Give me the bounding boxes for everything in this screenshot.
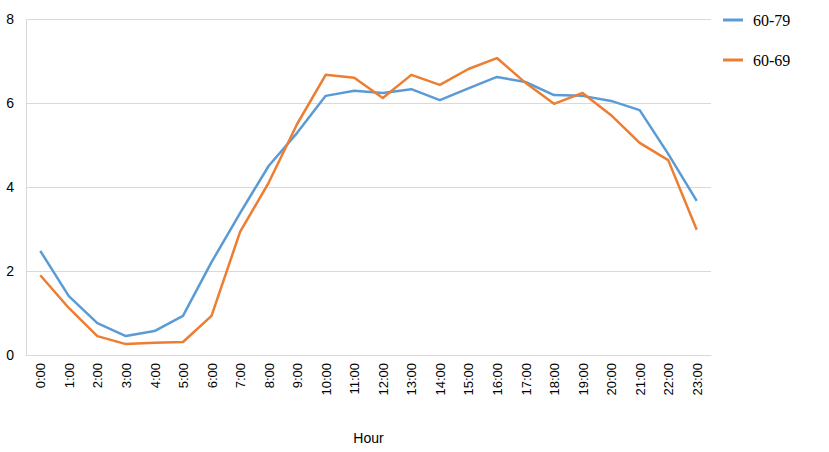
grid-line: [26, 103, 711, 104]
x-tick: 2:00: [90, 355, 105, 388]
x-tick: 18:00: [547, 355, 562, 396]
x-tick: 23:00: [690, 355, 705, 396]
x-tick-label: 16:00: [490, 363, 505, 396]
x-tick: 21:00: [633, 355, 648, 396]
x-tick-label: 9:00: [290, 363, 305, 388]
x-tick: 14:00: [433, 355, 448, 396]
x-tick-label: 15:00: [461, 363, 476, 396]
x-tick-label: 0:00: [33, 363, 48, 388]
legend-label: 60-69: [753, 52, 790, 69]
x-tick-label: 17:00: [519, 363, 534, 396]
x-tick: 22:00: [661, 355, 676, 396]
legend: 60-79 60-69: [723, 12, 790, 69]
x-tick-label: 11:00: [347, 363, 362, 395]
x-tick: 0:00: [33, 355, 48, 388]
x-tick-label: 12:00: [376, 363, 391, 396]
x-tick-label: 14:00: [433, 363, 448, 396]
x-tick: 5:00: [176, 355, 191, 388]
x-tick: 16:00: [490, 355, 505, 396]
chart: 0 2 4 6 8 0:00 1:00 2:00 3:00 4:00 5:00 6:00 7:00 8:0…: [0, 0, 829, 452]
legend-item: 60-79: [723, 12, 790, 29]
x-tick-label: 7:00: [233, 363, 248, 388]
grid-line: [26, 187, 711, 188]
y-axis: 0 2 4 6 8: [6, 11, 711, 363]
x-axis-title: Hour: [353, 430, 384, 446]
x-tick: 3:00: [119, 355, 134, 388]
x-tick: 1:00: [62, 355, 77, 388]
x-tick: 9:00: [290, 355, 305, 388]
x-tick: 4:00: [147, 355, 162, 388]
series-line: [40, 58, 696, 344]
x-tick-label: 18:00: [547, 363, 562, 396]
x-tick-label: 13:00: [404, 363, 419, 396]
x-tick-label: 20:00: [604, 363, 619, 396]
grid-line: [26, 19, 711, 20]
x-axis: 0:00 1:00 2:00 3:00 4:00 5:00 6:00 7:00 8:00 9:00…: [27, 355, 712, 396]
x-tick: 8:00: [262, 355, 277, 388]
x-tick-label: 3:00: [119, 363, 134, 388]
x-tick: 20:00: [604, 355, 619, 396]
x-tick: 10:00: [319, 355, 334, 396]
x-tick-label: 23:00: [690, 363, 705, 396]
x-tick: 7:00: [233, 355, 248, 388]
y-tick-label: 8: [6, 11, 14, 27]
x-tick: 13:00: [404, 355, 419, 396]
x-tick-label: 2:00: [90, 363, 105, 388]
x-tick-label: 5:00: [176, 363, 191, 388]
x-tick-label: 19:00: [576, 363, 591, 396]
x-tick: 6:00: [205, 355, 220, 388]
x-tick-label: 6:00: [205, 363, 220, 388]
x-tick: 17:00: [519, 355, 534, 396]
y-tick-label: 0: [6, 347, 14, 363]
series-line: [40, 77, 696, 336]
plot: 0 2 4 6 8 0:00 1:00 2:00 3:00 4:00 5:00 6:00 7:00 8:0…: [6, 11, 711, 396]
y-axis-line: [27, 20, 712, 356]
x-tick: 12:00: [376, 355, 391, 396]
legend-label: 60-79: [753, 12, 790, 29]
legend-swatch: [723, 19, 743, 22]
x-tick: 15:00: [461, 355, 476, 396]
y-tick-label: 4: [6, 179, 14, 195]
y-tick: 8: [6, 11, 711, 27]
x-tick: 19:00: [576, 355, 591, 396]
x-tick-label: 21:00: [633, 363, 648, 396]
x-tick-label: 22:00: [661, 363, 676, 396]
y-tick: 4: [6, 179, 711, 195]
grid-line: [26, 271, 711, 272]
grid-line: [26, 355, 711, 356]
legend-swatch: [723, 59, 743, 62]
x-axis-line: [27, 355, 712, 356]
x-tick-label: 8:00: [262, 363, 277, 388]
lines: [40, 58, 696, 344]
y-tick-label: 2: [6, 263, 14, 279]
x-tick-label: 1:00: [62, 363, 77, 388]
y-tick: 2: [6, 263, 711, 279]
y-tick-label: 6: [6, 95, 14, 111]
x-tick: 11:00: [347, 355, 362, 395]
x-tick-label: 4:00: [147, 363, 162, 388]
y-tick: 6: [6, 95, 711, 111]
legend-item: 60-69: [723, 52, 790, 69]
x-tick-label: 10:00: [319, 363, 334, 396]
y-tick: 0: [6, 347, 711, 363]
